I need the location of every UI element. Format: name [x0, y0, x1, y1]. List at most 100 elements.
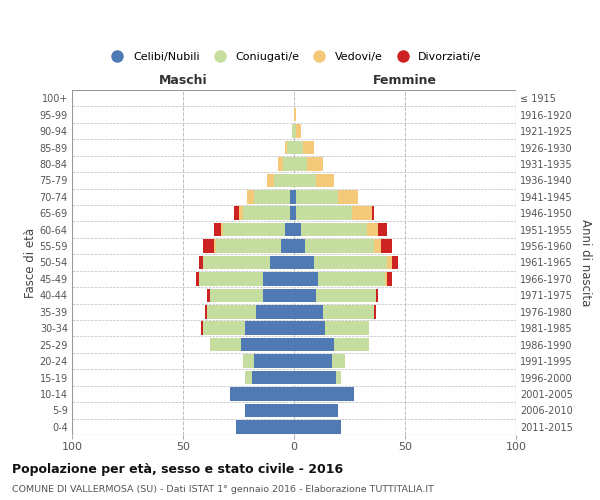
Bar: [239, 206, 243, 220]
Bar: [201, 322, 203, 335]
Bar: [294, 322, 325, 335]
Bar: [336, 371, 341, 384]
Bar: [294, 206, 296, 220]
Bar: [338, 190, 358, 203]
Text: COMUNE DI VALLERMOSA (SU) - Dati ISTAT 1° gennaio 2016 - Elaborazione TUTTITALIA: COMUNE DI VALLERMOSA (SU) - Dati ISTAT 1…: [12, 485, 434, 494]
Bar: [252, 371, 294, 384]
Bar: [203, 256, 269, 269]
Bar: [214, 240, 217, 253]
Bar: [372, 206, 374, 220]
Bar: [332, 354, 345, 368]
Bar: [263, 272, 294, 285]
Bar: [203, 240, 214, 253]
Bar: [294, 157, 307, 170]
Bar: [323, 305, 374, 318]
Bar: [290, 206, 294, 220]
Bar: [245, 404, 294, 417]
Bar: [307, 157, 323, 170]
Bar: [387, 272, 392, 285]
Legend: Celibi/Nubili, Coniugati/e, Vedovi/e, Divorziati/e: Celibi/Nubili, Coniugati/e, Vedovi/e, Di…: [102, 48, 486, 66]
Bar: [294, 108, 296, 122]
Bar: [263, 288, 294, 302]
Bar: [196, 272, 199, 285]
Bar: [367, 223, 379, 236]
Bar: [296, 190, 338, 203]
Bar: [316, 174, 334, 187]
Bar: [209, 288, 263, 302]
Bar: [294, 371, 336, 384]
Bar: [221, 223, 223, 236]
Bar: [243, 354, 254, 368]
Text: Popolazione per età, sesso e stato civile - 2016: Popolazione per età, sesso e stato civil…: [12, 462, 343, 475]
Bar: [374, 305, 376, 318]
Bar: [292, 124, 294, 138]
Bar: [285, 141, 287, 154]
Bar: [374, 240, 380, 253]
Bar: [245, 371, 252, 384]
Bar: [287, 141, 294, 154]
Bar: [294, 190, 296, 203]
Bar: [283, 157, 294, 170]
Bar: [199, 256, 203, 269]
Bar: [376, 288, 379, 302]
Bar: [392, 256, 398, 269]
Bar: [205, 305, 208, 318]
Bar: [305, 240, 374, 253]
Y-axis label: Fasce di età: Fasce di età: [23, 228, 37, 298]
Bar: [274, 174, 294, 187]
Bar: [294, 387, 354, 400]
Bar: [199, 272, 263, 285]
Bar: [203, 322, 245, 335]
Bar: [209, 338, 241, 351]
Bar: [223, 223, 285, 236]
Bar: [294, 240, 305, 253]
Bar: [294, 404, 338, 417]
Bar: [208, 305, 256, 318]
Bar: [294, 338, 334, 351]
Bar: [278, 157, 283, 170]
Y-axis label: Anni di nascita: Anni di nascita: [578, 219, 592, 306]
Bar: [254, 190, 290, 203]
Bar: [243, 206, 290, 220]
Bar: [296, 206, 352, 220]
Bar: [269, 256, 294, 269]
Bar: [268, 174, 274, 187]
Bar: [294, 124, 296, 138]
Bar: [294, 420, 341, 434]
Bar: [387, 256, 392, 269]
Bar: [296, 124, 301, 138]
Bar: [294, 288, 316, 302]
Text: Femmine: Femmine: [373, 74, 437, 86]
Bar: [380, 240, 392, 253]
Bar: [294, 354, 332, 368]
Bar: [285, 223, 294, 236]
Bar: [319, 272, 385, 285]
Bar: [301, 223, 367, 236]
Bar: [385, 272, 387, 285]
Bar: [294, 272, 319, 285]
Bar: [325, 322, 370, 335]
Bar: [245, 322, 294, 335]
Bar: [334, 338, 370, 351]
Bar: [294, 141, 303, 154]
Bar: [352, 206, 372, 220]
Bar: [281, 240, 294, 253]
Bar: [256, 305, 294, 318]
Bar: [294, 305, 323, 318]
Bar: [214, 223, 221, 236]
Bar: [208, 288, 209, 302]
Bar: [254, 354, 294, 368]
Bar: [314, 256, 387, 269]
Bar: [294, 174, 316, 187]
Bar: [294, 256, 314, 269]
Bar: [294, 223, 301, 236]
Bar: [303, 141, 314, 154]
Bar: [247, 190, 254, 203]
Bar: [217, 240, 281, 253]
Bar: [230, 387, 294, 400]
Bar: [241, 338, 294, 351]
Bar: [290, 190, 294, 203]
Bar: [236, 420, 294, 434]
Text: Maschi: Maschi: [158, 74, 208, 86]
Bar: [234, 206, 239, 220]
